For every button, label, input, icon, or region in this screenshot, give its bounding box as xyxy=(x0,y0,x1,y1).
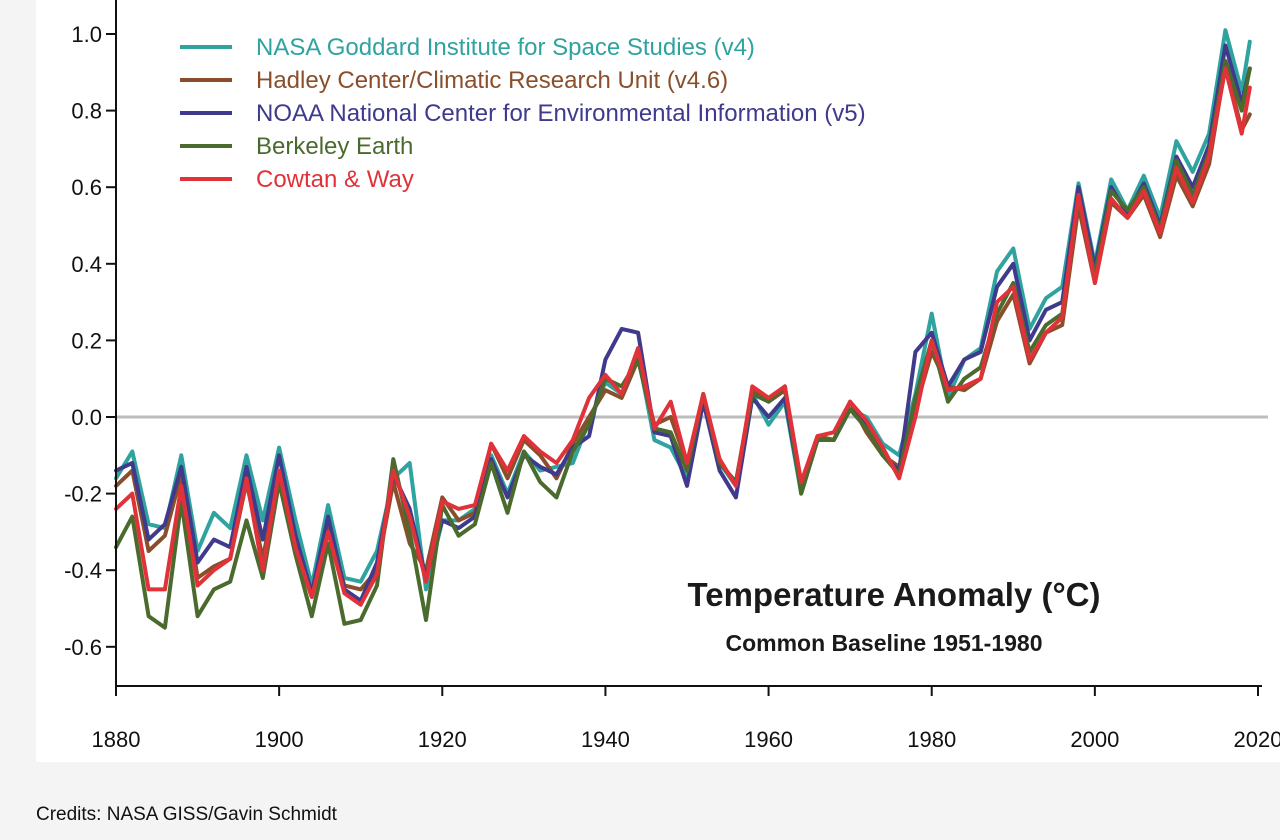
y-tick-label: 0.4 xyxy=(71,252,102,277)
x-tick-label: 2020 xyxy=(1234,727,1280,752)
x-tick-label: 1960 xyxy=(744,727,793,752)
y-tick-label: 0.6 xyxy=(71,175,102,200)
chart-title: Temperature Anomaly (°C) xyxy=(688,576,1101,613)
y-tick-label: -0.6 xyxy=(64,635,102,660)
series-line-4 xyxy=(114,66,1252,607)
legend-label-0: NASA Goddard Institute for Space Studies… xyxy=(256,34,755,61)
x-tick-label: 1980 xyxy=(907,727,956,752)
y-tick-label: -0.2 xyxy=(64,482,102,507)
x-tick-label: 1900 xyxy=(255,727,304,752)
y-tick-label: 0.8 xyxy=(71,99,102,124)
y-tick-label: 0.0 xyxy=(71,405,102,430)
credits-text: Credits: NASA GISS/Gavin Schmidt xyxy=(36,804,337,825)
chart-subtitle: Common Baseline 1951-1980 xyxy=(725,630,1042,656)
y-tick-label: 0.2 xyxy=(71,328,102,353)
legend-label-3: Berkeley Earth xyxy=(256,133,413,160)
axes-layer: -0.6 -0.4 -0.2 0.0 0.2 0.4 0.6 0.8 1.0 1880 1900 19… xyxy=(64,0,1280,752)
legend-label-2: NOAA National Center for Environmental I… xyxy=(256,100,866,127)
legend: NASA Goddard Institute for Space Studies… xyxy=(180,34,866,193)
temperature-anomaly-chart: -0.6 -0.4 -0.2 0.0 0.2 0.4 0.6 0.8 1.0 1880 1900 19… xyxy=(64,0,1280,752)
y-tick-label: -0.4 xyxy=(64,558,102,583)
legend-label-1: Hadley Center/Climatic Research Unit (v4… xyxy=(256,67,728,94)
x-tick-label: 2000 xyxy=(1070,727,1119,752)
chart-panel: -0.6 -0.4 -0.2 0.0 0.2 0.4 0.6 0.8 1.0 1880 1900 19… xyxy=(36,0,1280,762)
x-tick-label: 1880 xyxy=(92,727,141,752)
series-layer xyxy=(114,28,1252,630)
legend-label-4: Cowtan & Way xyxy=(256,166,414,193)
y-tick-label: 1.0 xyxy=(71,22,102,47)
x-tick-label: 1940 xyxy=(581,727,630,752)
x-tick-label: 1920 xyxy=(418,727,467,752)
